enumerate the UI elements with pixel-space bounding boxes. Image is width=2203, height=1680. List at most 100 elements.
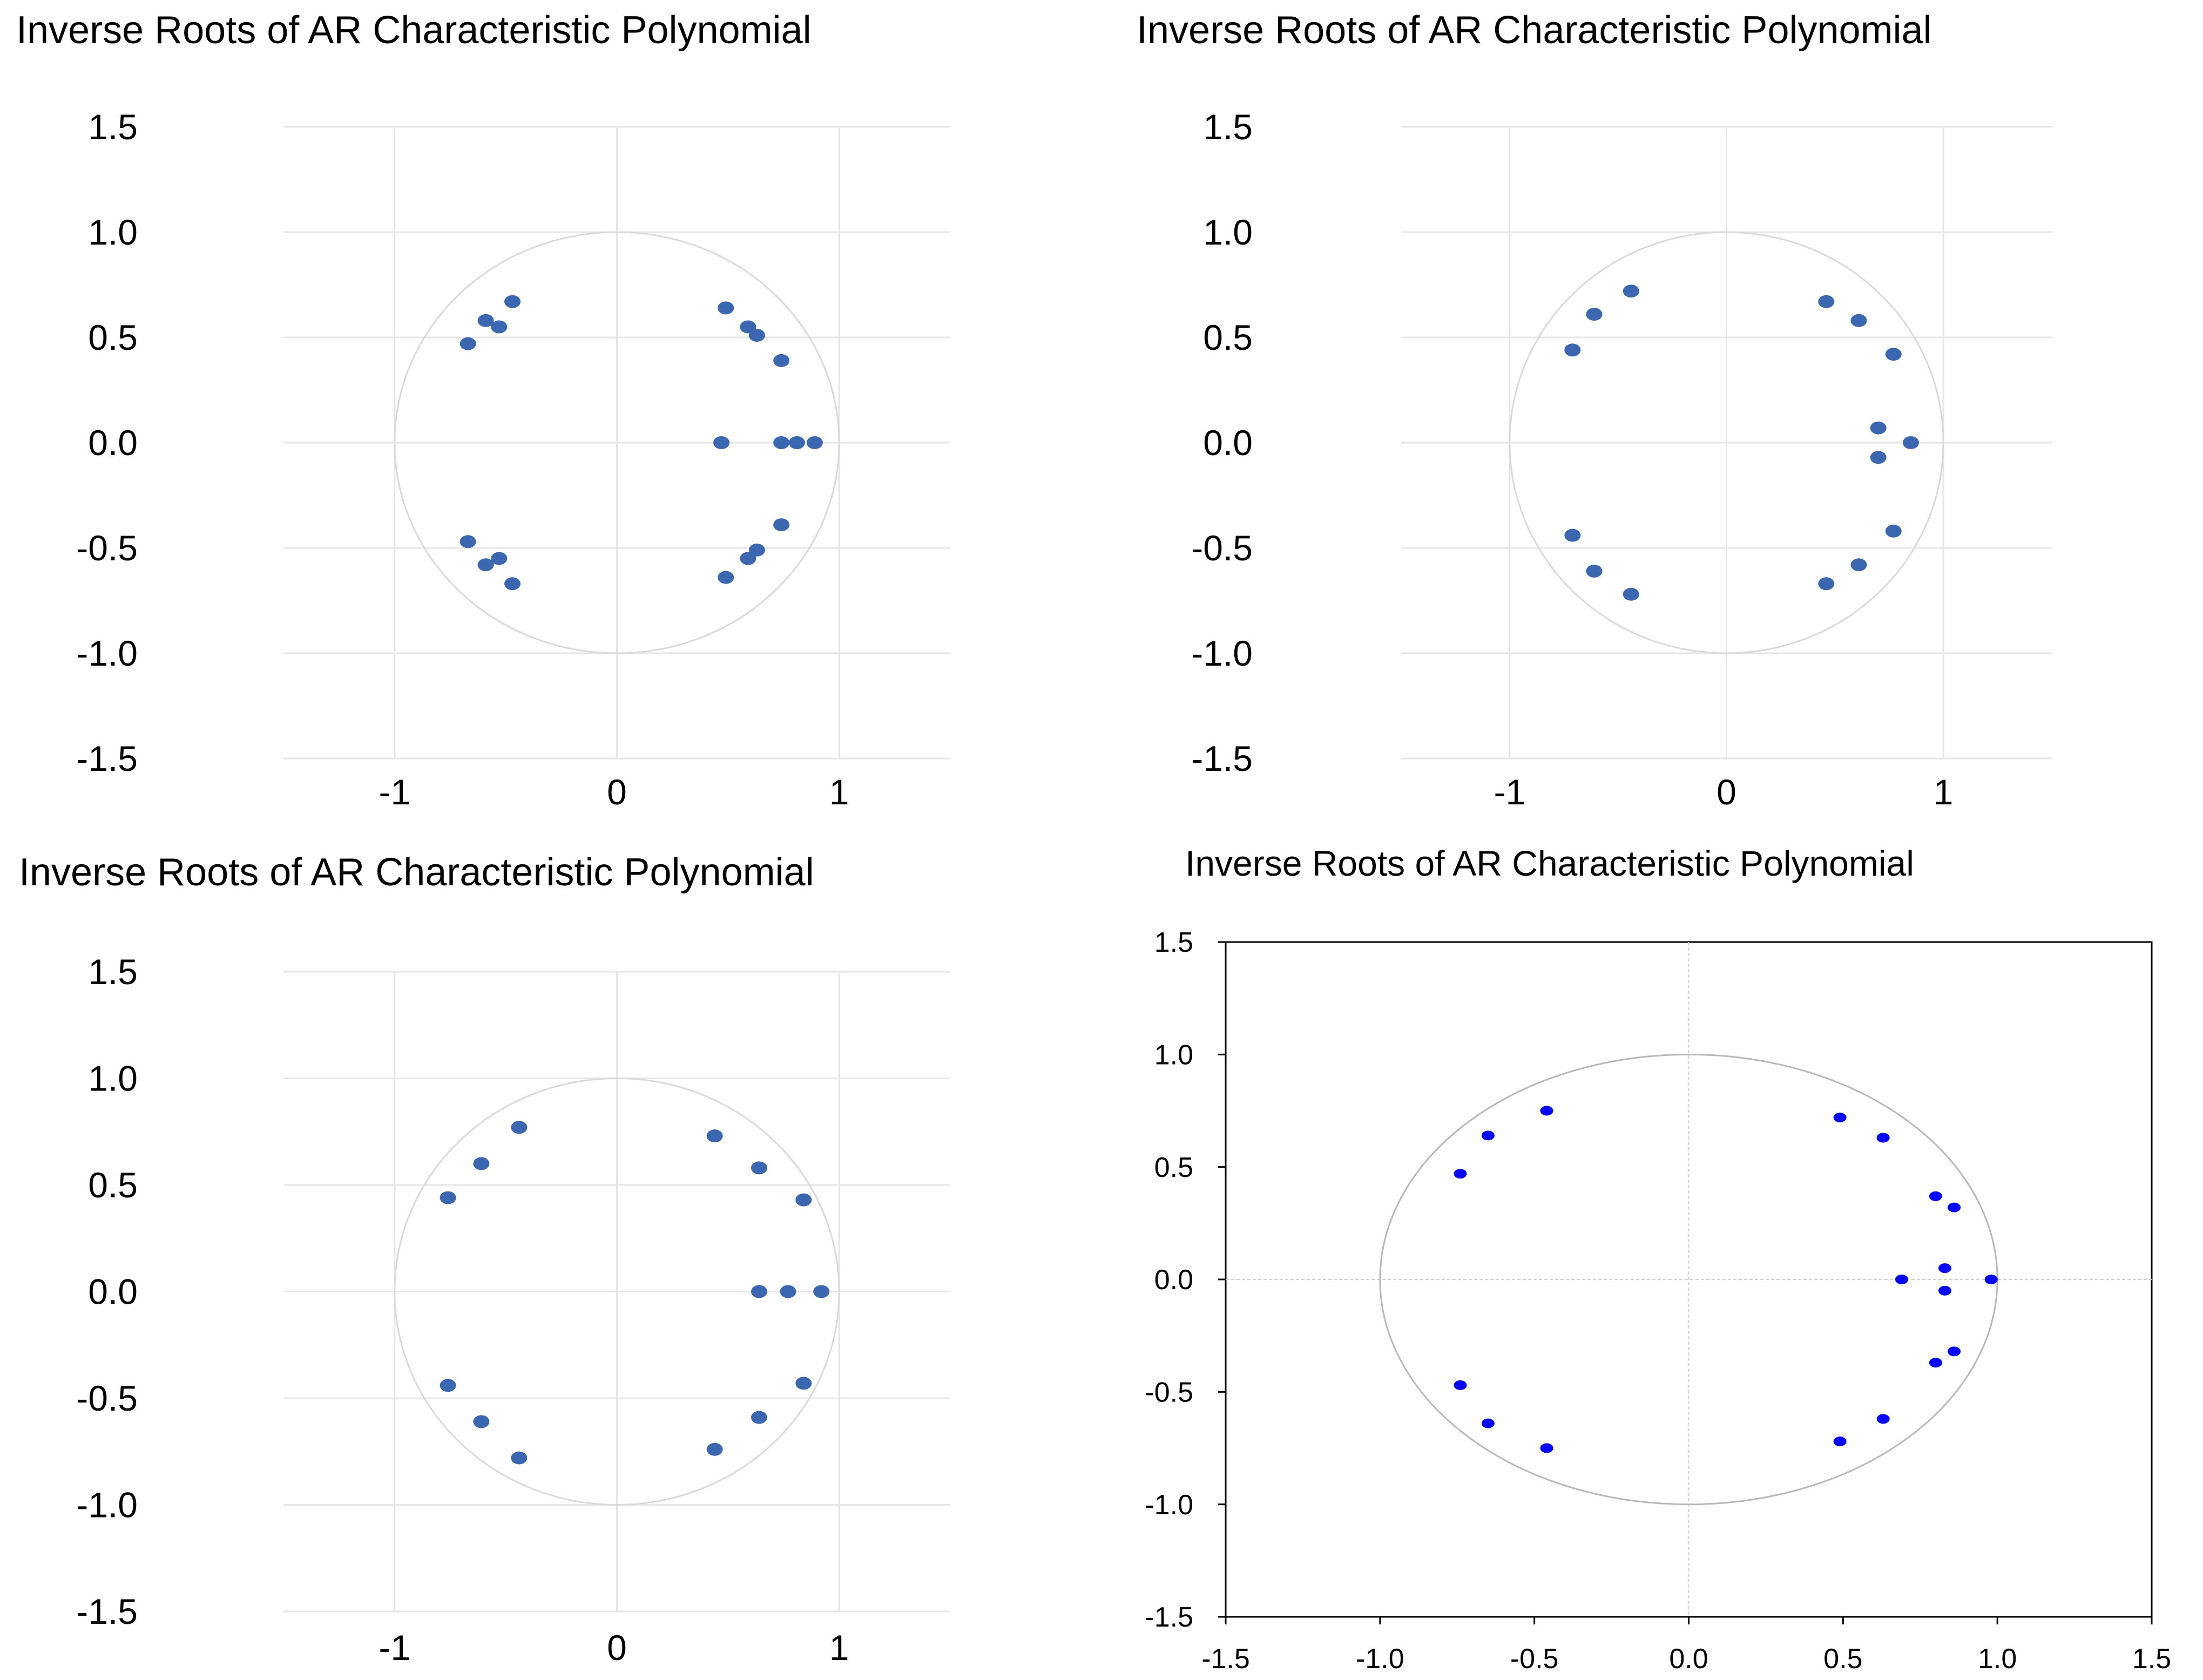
root-point (1818, 577, 1835, 591)
root-point (773, 436, 790, 449)
y-tick-label: -1.5 (76, 1591, 138, 1631)
root-point (1481, 1418, 1495, 1428)
root-point (511, 1121, 528, 1134)
root-point (1818, 295, 1835, 308)
x-tick-label: 1.5 (2132, 1643, 2171, 1675)
root-point (477, 558, 494, 572)
y-tick-label: 1.5 (1154, 927, 1193, 958)
root-point (806, 436, 823, 449)
x-tick-label: -1 (1494, 772, 1525, 812)
y-tick-label: 1.5 (88, 107, 138, 147)
x-tick-label: 1.0 (1978, 1643, 2017, 1675)
y-tick-label: 0.0 (1203, 423, 1253, 463)
y-tick-label: -0.5 (76, 1378, 138, 1418)
root-point (773, 354, 790, 367)
root-point (504, 577, 521, 591)
root-point (748, 543, 765, 557)
x-tick-label: -1 (379, 772, 410, 812)
root-point (706, 1442, 723, 1456)
y-tick-label: 0.5 (1203, 317, 1253, 357)
root-point (751, 1411, 767, 1424)
root-point (1623, 587, 1639, 601)
y-tick-label: 0.5 (88, 1165, 138, 1205)
x-tick-label: 0 (607, 772, 627, 812)
y-tick-label: 1.0 (1154, 1040, 1193, 1071)
chart-panel-top-left: Inverse Roots of AR Characteristic Polyn… (16, 9, 950, 812)
root-point (1833, 1113, 1847, 1122)
x-tick-label: 1 (1934, 772, 1954, 812)
x-tick-label: 1 (829, 1628, 849, 1668)
root-point (1948, 1346, 1961, 1357)
root-point (713, 436, 729, 449)
y-tick-label: 1.0 (88, 212, 138, 252)
root-point (1870, 421, 1887, 435)
unit-circle (394, 231, 840, 654)
x-tick-label: -1.0 (1356, 1643, 1404, 1675)
y-tick-label: 0.5 (1154, 1152, 1193, 1183)
root-point (751, 1285, 767, 1298)
root-point (1850, 558, 1867, 572)
root-point (477, 314, 494, 327)
unit-circle (1509, 231, 1944, 654)
root-point (751, 1161, 767, 1175)
chart-title: Inverse Roots of AR Characteristic Polyn… (1185, 843, 1914, 883)
x-tick-label: 0 (1717, 772, 1736, 812)
y-tick-label: 0.5 (88, 317, 138, 357)
root-point (780, 1285, 796, 1298)
root-point (1454, 1380, 1467, 1390)
root-point (788, 436, 805, 449)
root-point (1564, 343, 1581, 357)
root-point (1564, 529, 1581, 542)
root-point (795, 1193, 812, 1207)
chart-title: Inverse Roots of AR Characteristic Polyn… (16, 9, 812, 52)
root-point (1833, 1437, 1847, 1446)
root-point (473, 1415, 490, 1428)
root-point (459, 535, 476, 548)
x-tick-label: 1 (829, 772, 849, 812)
chart-title: Inverse Roots of AR Characteristic Polyn… (1137, 9, 1932, 52)
y-tick-label: 0.0 (88, 1272, 138, 1312)
root-point (440, 1191, 456, 1204)
root-point (1938, 1263, 1951, 1273)
x-tick-label: 0.0 (1669, 1643, 1708, 1675)
y-tick-label: -1.0 (1145, 1489, 1193, 1521)
root-point (1850, 314, 1867, 327)
root-point (491, 320, 508, 334)
root-point (718, 301, 734, 315)
root-point (1586, 564, 1603, 578)
y-tick-label: -1.5 (1145, 1602, 1193, 1633)
y-tick-label: 1.0 (88, 1059, 138, 1099)
root-point (1902, 436, 1919, 449)
root-point (504, 295, 521, 308)
root-point (718, 571, 734, 584)
y-tick-label: -1.0 (1191, 633, 1253, 673)
root-point (1938, 1285, 1951, 1296)
root-point (491, 552, 508, 565)
x-tick-label: 0.5 (1823, 1643, 1862, 1675)
root-point (1623, 284, 1639, 298)
root-point (459, 337, 476, 350)
x-tick-label: -0.5 (1510, 1643, 1559, 1675)
y-tick-label: -1.5 (76, 739, 138, 778)
y-tick-label: -1.5 (1191, 739, 1253, 778)
root-point (1876, 1133, 1890, 1143)
chart-panel-bottom-right: Inverse Roots of AR Characteristic Polyn… (1145, 843, 2171, 1675)
root-point (1540, 1106, 1553, 1116)
y-tick-label: 0.0 (1154, 1264, 1193, 1296)
x-tick-label: -1.5 (1201, 1643, 1250, 1675)
y-tick-label: -0.5 (76, 528, 138, 568)
chart-title: Inverse Roots of AR Characteristic Polyn… (19, 851, 814, 894)
root-point (773, 518, 790, 532)
x-tick-label: -1 (379, 1628, 410, 1668)
root-point (1540, 1443, 1553, 1453)
y-tick-label: -0.5 (1145, 1377, 1193, 1408)
y-tick-label: 1.0 (1203, 212, 1253, 252)
root-point (1948, 1202, 1961, 1212)
y-tick-label: 1.5 (88, 952, 138, 992)
root-point (1481, 1130, 1495, 1141)
x-tick-label: 0 (607, 1628, 627, 1668)
y-tick-label: -0.5 (1191, 528, 1253, 568)
unit-circle (394, 1078, 840, 1506)
root-point (511, 1451, 528, 1465)
chart-panel-bottom-left: Inverse Roots of AR Characteristic Polyn… (19, 851, 950, 1668)
